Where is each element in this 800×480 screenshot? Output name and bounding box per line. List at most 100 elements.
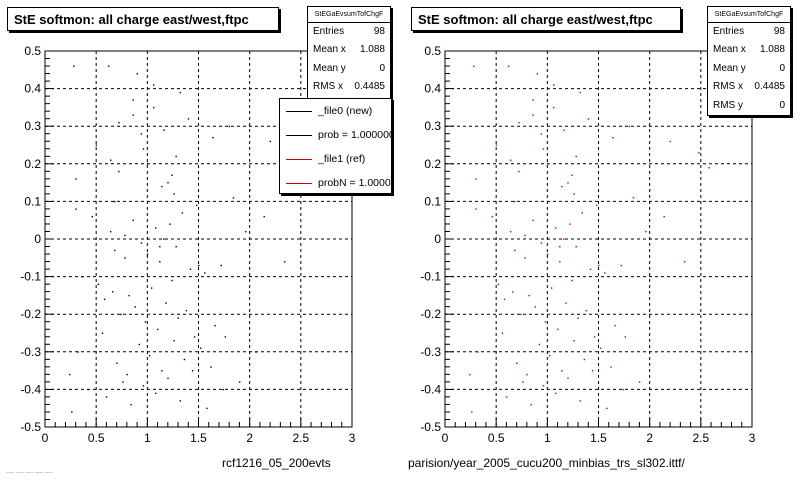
data-point (649, 189, 651, 192)
data-point (163, 238, 165, 240)
data-point (71, 411, 73, 413)
data-point (87, 388, 89, 391)
data-point (552, 106, 555, 109)
legend-line-swatch (286, 158, 312, 160)
data-point (238, 381, 241, 383)
stats-label: RMS x (313, 81, 343, 93)
y-tick-label: 0.1 (424, 194, 441, 208)
y-tick-label: 0 (434, 232, 441, 246)
data-point (126, 373, 128, 376)
data-point (165, 302, 167, 304)
data-point (573, 193, 575, 195)
y-tick-label: 0.4 (424, 82, 441, 96)
data-point (75, 208, 77, 210)
data-point (161, 370, 163, 372)
data-point (620, 264, 622, 267)
stats-row: Mean x 1.088 (308, 41, 390, 59)
legend-label: prob = 1.000000 (318, 129, 392, 141)
data-point (204, 272, 206, 274)
data-point (109, 159, 112, 161)
data-point (548, 355, 551, 357)
stats-value: 98 (373, 26, 385, 37)
data-point (91, 215, 93, 218)
stats-label: Mean x (313, 44, 346, 56)
legend-entry: _file0 (new) (280, 99, 391, 123)
data-point (101, 332, 104, 334)
x-tick-label: 1 (144, 431, 151, 445)
left-legend-box: _file0 (new) prob = 1.000000 _file1 (ref) p… (279, 98, 392, 194)
data-point (575, 246, 577, 248)
data-point (132, 99, 134, 101)
stats-label: Mean x (713, 44, 746, 56)
data-point (497, 283, 500, 286)
data-point (128, 294, 130, 297)
data-point (505, 396, 508, 398)
data-point (189, 268, 192, 270)
data-point (232, 197, 235, 199)
data-point (167, 377, 169, 380)
data-point (587, 118, 590, 120)
data-point (181, 212, 184, 214)
data-point (155, 227, 157, 229)
data-point (559, 246, 561, 248)
data-point (503, 298, 506, 301)
data-point (571, 279, 573, 282)
data-point (120, 313, 122, 316)
data-point (75, 178, 77, 180)
data-point (471, 411, 473, 413)
stats-value: 1.088 (759, 44, 785, 56)
data-point (542, 148, 545, 150)
y-tick-label: 0 (34, 232, 41, 246)
data-point (614, 324, 616, 327)
data-point (73, 65, 75, 67)
y-tick-label: 0.5 (24, 44, 41, 58)
data-point (195, 204, 198, 207)
data-point (598, 264, 600, 267)
data-point (112, 291, 114, 293)
stats-row: Mean x 1.088 (708, 41, 790, 59)
data-point (198, 264, 200, 267)
data-point (105, 396, 108, 398)
data-point (200, 347, 202, 349)
stats-row: Entries 98 (708, 23, 790, 41)
stats-value: 0.4485 (754, 81, 785, 93)
data-point (518, 121, 520, 124)
y-tick-label: 0.2 (424, 157, 441, 171)
data-point (624, 336, 627, 338)
y-tick-label: 0.3 (424, 119, 441, 133)
data-point (555, 392, 557, 395)
data-point (222, 388, 224, 391)
data-point (604, 272, 606, 274)
data-point (173, 193, 175, 195)
data-point (185, 309, 188, 312)
data-point (606, 407, 608, 410)
data-point (107, 65, 110, 67)
stats-label: Mean y (713, 62, 746, 74)
x-tick-label: 2 (646, 431, 653, 445)
y-tick-label: 0.4 (24, 82, 41, 96)
data-point (514, 249, 516, 252)
data-point (512, 291, 514, 293)
legend-line-swatch (286, 110, 312, 112)
data-point (249, 189, 251, 192)
data-point (645, 230, 647, 233)
data-point (544, 321, 547, 323)
data-point (173, 340, 175, 342)
data-point (114, 249, 116, 252)
data-point (516, 362, 518, 364)
right-stats-box: StEGaEvsumTofChgF Entries 98 Mean x 1.088 Me… (707, 6, 791, 116)
legend-label: probN = 1.000000 (318, 177, 391, 189)
data-point (573, 340, 575, 342)
x-tick-label: 1.5 (190, 431, 207, 445)
data-point (95, 144, 98, 146)
data-point (475, 208, 477, 210)
data-point (708, 167, 710, 169)
data-point (179, 91, 181, 94)
data-point (559, 261, 561, 263)
data-point (663, 215, 665, 218)
data-point (142, 385, 145, 387)
data-point (118, 121, 120, 124)
legend-line-swatch (286, 134, 312, 136)
data-point (228, 125, 231, 128)
right-plot-panel: 0 0.5 1 1.5 2 2.5 3 0.5 0.4 0.3 0.2 0.1 0 -0.1 -0.2 -0.… (400, 0, 800, 480)
